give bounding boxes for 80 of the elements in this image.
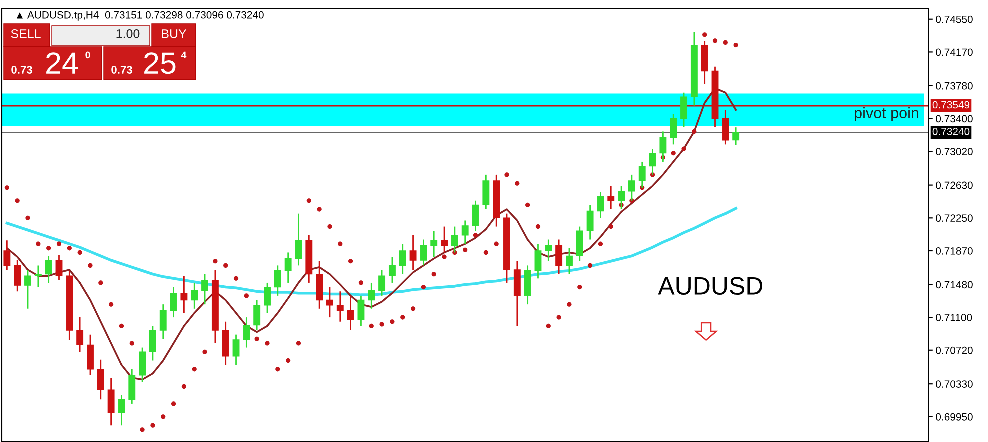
candlestick <box>139 347 146 384</box>
candlestick <box>284 252 292 284</box>
chart-title: ▲ AUDUSD.tp,H4 0.73151 0.73298 0.73096 0.73240 <box>16 11 264 21</box>
annotation: 0.73 <box>12 66 32 74</box>
y-tick-label: 0.73020 <box>936 148 973 156</box>
candlestick <box>451 226 458 254</box>
candlestick <box>628 174 636 202</box>
candlestick <box>368 282 376 310</box>
candlestick <box>180 275 188 314</box>
candlestick <box>358 295 365 327</box>
y-tick-label: 0.74170 <box>936 48 973 56</box>
y-tick-label: 0.72630 <box>936 182 973 190</box>
candlestick <box>14 260 22 292</box>
y-tick-label: 0.71480 <box>936 281 973 289</box>
y-tick-label: 0.73400 <box>936 115 973 123</box>
candlestick <box>118 394 126 426</box>
candlestick <box>76 316 84 353</box>
candlestick <box>732 126 740 146</box>
candlestick <box>608 185 615 210</box>
candlestick <box>649 148 656 176</box>
candlestick <box>638 161 646 189</box>
annotation: AUDUSD <box>658 277 763 295</box>
candlestick <box>56 254 63 282</box>
candlestick <box>191 282 198 310</box>
candlestick <box>336 290 344 323</box>
y-tick-label: 0.69950 <box>936 413 973 421</box>
candlestick <box>534 243 542 280</box>
candlestick <box>388 256 396 284</box>
y-tick-label: 0.73780 <box>936 82 973 90</box>
candlestick <box>274 264 282 297</box>
candlestick <box>295 213 302 266</box>
annotation: 4 <box>181 52 187 59</box>
candlestick <box>556 239 563 276</box>
candlestick <box>4 240 11 271</box>
candlestick <box>586 204 594 240</box>
candlestick <box>462 220 469 245</box>
candlestick <box>420 239 428 266</box>
candlestick <box>45 255 52 284</box>
candlestick <box>108 377 115 426</box>
y-tick-label: 0.70720 <box>936 346 973 354</box>
annotation: 0.73 <box>112 66 132 74</box>
candlestick <box>566 248 573 276</box>
annotation: 24 <box>46 52 78 74</box>
y-tick-label: 0.71870 <box>936 247 973 255</box>
candlestick <box>34 264 42 288</box>
candlestick <box>545 239 552 262</box>
ref-line-label: 0.73549 <box>932 101 970 109</box>
candlestick <box>326 286 334 318</box>
candlestick <box>232 334 240 366</box>
candlestick <box>149 325 156 362</box>
annotation: 25 <box>144 52 176 74</box>
annotation: SELL <box>11 30 41 38</box>
y-tick-label: 0.70330 <box>936 380 973 388</box>
annotation: 1.00 <box>116 30 140 38</box>
candlestick <box>441 226 448 254</box>
annotation: BUY <box>162 30 187 38</box>
ref-line-label: 0.73240 <box>932 128 970 136</box>
candlestick <box>202 274 208 306</box>
candlestick <box>399 243 406 276</box>
y-tick-label: 0.72250 <box>936 214 973 222</box>
candlestick <box>170 286 178 318</box>
candlestick <box>264 282 271 314</box>
annotation: 0 <box>86 52 90 59</box>
candlestick <box>472 200 480 232</box>
candlestick <box>378 269 386 297</box>
y-tick-label: 0.74550 <box>936 16 973 24</box>
candlestick <box>24 269 32 310</box>
candlestick <box>430 230 438 258</box>
candlestick <box>410 234 417 271</box>
candlestick <box>597 192 604 219</box>
candlestick <box>722 109 730 146</box>
band-label: pivot poin <box>855 107 918 122</box>
candlestick <box>670 114 678 146</box>
candlestick <box>680 92 688 128</box>
candlestick <box>97 359 104 400</box>
candlestick <box>347 295 354 332</box>
candlestick <box>243 316 250 348</box>
candlestick <box>254 300 261 332</box>
candlestick <box>160 304 167 340</box>
y-tick-label: 0.71100 <box>936 314 972 322</box>
